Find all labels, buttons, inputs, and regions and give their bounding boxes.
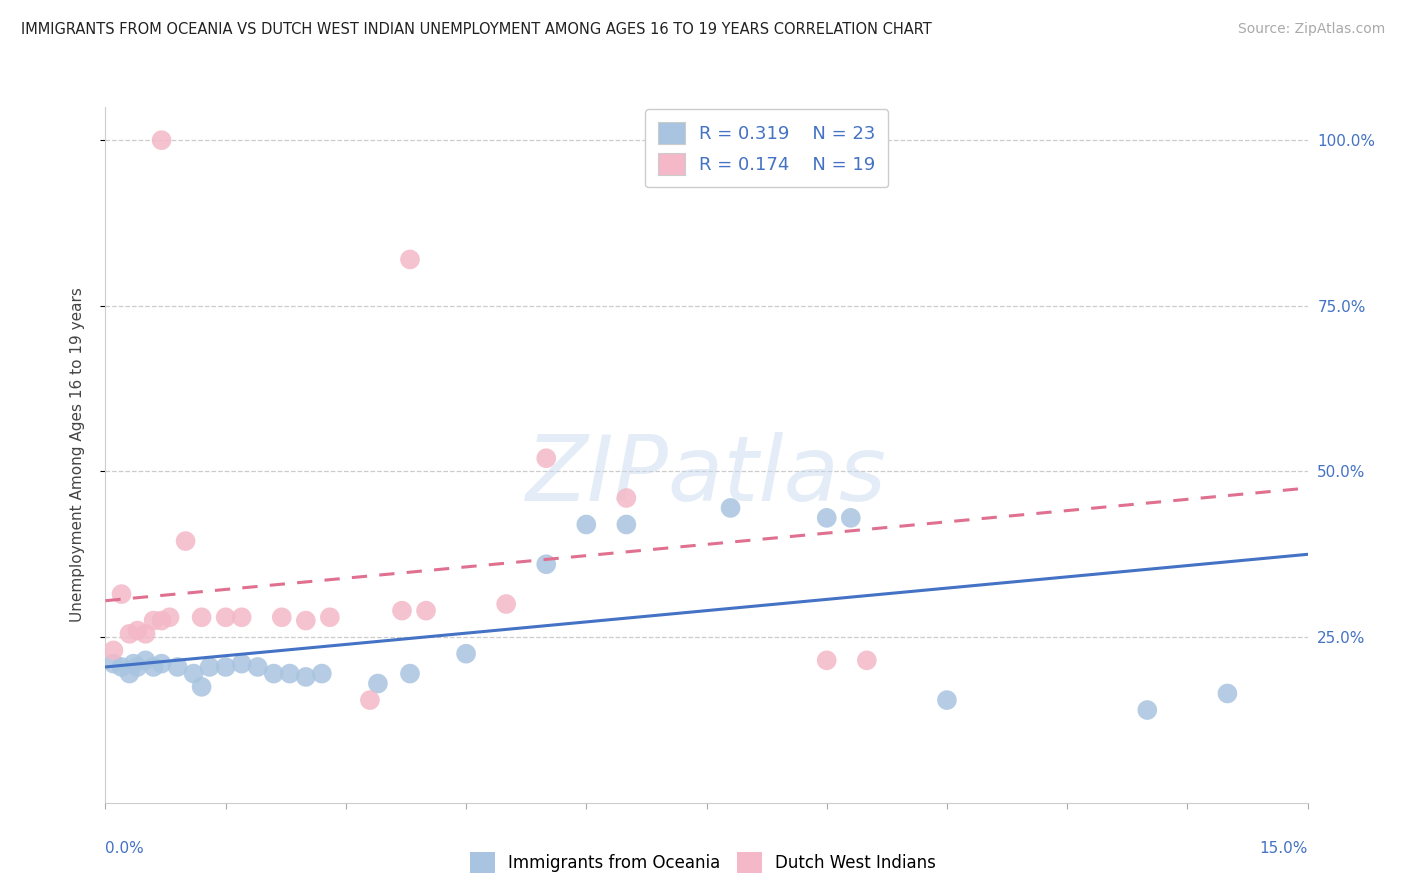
Point xyxy=(110,587,132,601)
Point xyxy=(135,653,157,667)
Point xyxy=(454,647,477,661)
Legend: Immigrants from Oceania, Dutch West Indians: Immigrants from Oceania, Dutch West Indi… xyxy=(463,846,943,880)
Point xyxy=(1216,686,1239,700)
Point xyxy=(616,517,638,532)
Point xyxy=(174,534,197,549)
Point xyxy=(720,500,742,515)
Point xyxy=(190,680,212,694)
Y-axis label: Unemployment Among Ages 16 to 19 years: Unemployment Among Ages 16 to 19 years xyxy=(70,287,84,623)
Point xyxy=(190,610,212,624)
Point xyxy=(575,517,598,532)
Point xyxy=(534,451,557,466)
Point xyxy=(391,604,413,618)
Point xyxy=(231,610,253,624)
Point xyxy=(231,657,253,671)
Point xyxy=(122,657,145,671)
Point xyxy=(183,666,205,681)
Point xyxy=(142,660,165,674)
Point xyxy=(319,610,342,624)
Point xyxy=(198,660,221,674)
Point xyxy=(103,643,125,657)
Point xyxy=(263,666,285,681)
Point xyxy=(311,666,333,681)
Point xyxy=(214,610,236,624)
Point xyxy=(399,252,422,267)
Point xyxy=(359,693,381,707)
Point xyxy=(295,614,318,628)
Point xyxy=(166,660,188,674)
Text: 15.0%: 15.0% xyxy=(1260,841,1308,856)
Point xyxy=(815,653,838,667)
Point xyxy=(127,660,149,674)
Point xyxy=(150,133,173,147)
Point xyxy=(150,657,173,671)
Point xyxy=(367,676,389,690)
Text: 0.0%: 0.0% xyxy=(105,841,145,856)
Point xyxy=(1136,703,1159,717)
Point xyxy=(135,627,157,641)
Point xyxy=(270,610,292,624)
Point xyxy=(214,660,236,674)
Text: ZIPatlas: ZIPatlas xyxy=(526,432,887,520)
Point xyxy=(815,511,838,525)
Point xyxy=(103,657,125,671)
Point xyxy=(534,558,557,572)
Text: Source: ZipAtlas.com: Source: ZipAtlas.com xyxy=(1237,22,1385,37)
Point xyxy=(118,627,141,641)
Point xyxy=(127,624,149,638)
Point xyxy=(495,597,517,611)
Point xyxy=(110,660,132,674)
Text: IMMIGRANTS FROM OCEANIA VS DUTCH WEST INDIAN UNEMPLOYMENT AMONG AGES 16 TO 19 YE: IMMIGRANTS FROM OCEANIA VS DUTCH WEST IN… xyxy=(21,22,932,37)
Point xyxy=(936,693,959,707)
Point xyxy=(150,614,173,628)
Point xyxy=(415,604,437,618)
Point xyxy=(246,660,269,674)
Point xyxy=(839,511,862,525)
Point xyxy=(855,653,877,667)
Point xyxy=(118,666,141,681)
Point xyxy=(399,666,422,681)
Point xyxy=(142,614,165,628)
Point xyxy=(159,610,181,624)
Point xyxy=(616,491,638,505)
Point xyxy=(295,670,318,684)
Legend: R = 0.319    N = 23, R = 0.174    N = 19: R = 0.319 N = 23, R = 0.174 N = 19 xyxy=(645,109,889,187)
Point xyxy=(278,666,301,681)
